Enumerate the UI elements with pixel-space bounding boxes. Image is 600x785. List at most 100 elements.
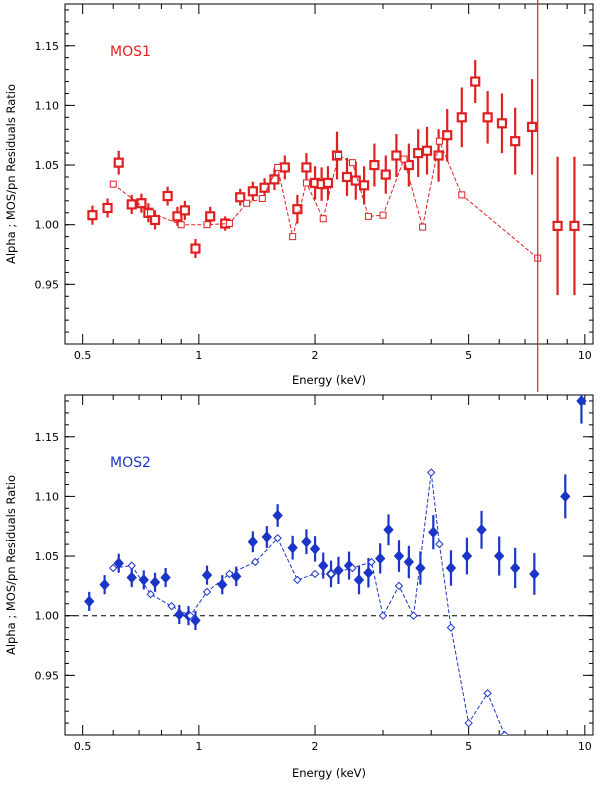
mos1-y-tick-label: 1.00 (35, 219, 60, 232)
mos2-alpha-point (310, 569, 320, 579)
mos1-data-point (190, 243, 201, 254)
mos2-x-tick-label: 10 (578, 740, 592, 753)
mos2-data-point (138, 574, 149, 586)
mos1-alpha-point (225, 220, 233, 228)
mos1-alpha-point (348, 159, 356, 167)
mos2-alpha-point (464, 718, 473, 728)
mos1-data-point (172, 211, 183, 222)
mos1-data-point (421, 145, 433, 156)
mos2-panel: MOS2 Energy (keV) Alpha ; MOS/pn Residua… (4, 394, 594, 780)
mos2-data-point (84, 595, 95, 608)
mos2-data-point (576, 395, 587, 407)
mos2-alpha-point (293, 575, 302, 585)
mos2-x-tick-label: 0.5 (74, 740, 92, 753)
mos1-x-tick-label: 10 (578, 349, 592, 362)
mos2-data-layer (84, 395, 587, 735)
mos2-data-point (363, 567, 374, 579)
mos1-data-point (433, 150, 444, 161)
mos2-alpha-point (483, 689, 492, 698)
mos1-data-point (526, 121, 538, 132)
mos2-data-point (247, 535, 259, 548)
mos2-data-point (383, 524, 394, 536)
mos1-data-layer (87, 60, 580, 296)
mos2-y-tick-label: 1.00 (35, 610, 60, 623)
mos1-alpha-point (379, 211, 387, 219)
mos2-y-tick-label: 0.95 (35, 669, 60, 682)
mos1-data-point (235, 192, 246, 203)
mos1-alpha-point (243, 199, 251, 207)
mos2-data-point (190, 614, 201, 627)
mos1-data-point (179, 205, 190, 216)
mos2-x-tick-label: 1 (195, 740, 202, 753)
mos2-data-point (160, 571, 171, 584)
mos1-data-point (292, 204, 303, 215)
mos2-y-tick-label: 1.10 (35, 490, 60, 503)
mos1-data-point (358, 180, 370, 191)
mos2-data-point (509, 562, 521, 574)
mos1-data-point (113, 157, 124, 168)
mos1-data-point (269, 174, 280, 185)
mos2-alpha-point (427, 468, 436, 477)
mos1-data-point (87, 210, 98, 221)
mos1-alpha-point (319, 215, 327, 223)
mos1-data-point (205, 211, 216, 222)
mos2-x-tick-label: 5 (465, 740, 472, 753)
mos1-data-point (391, 150, 402, 161)
mos2-data-point (494, 550, 505, 562)
mos2-alpha-point (500, 730, 509, 735)
mos1-y-tick-label: 1.10 (35, 99, 60, 112)
mos2-alpha-point (435, 539, 444, 549)
mos1-data-point (279, 162, 290, 173)
mos1-alpha-point (419, 223, 427, 231)
mos1-alpha-line (112, 139, 539, 259)
mos2-x-axis-label: Energy (keV) (292, 766, 366, 780)
mos2-y-tick-label: 1.15 (35, 431, 60, 444)
mos2-data-point (445, 562, 457, 574)
mos1-alpha-point (289, 233, 297, 241)
mos1-data-point (456, 112, 467, 123)
mos2-y-tick-label: 1.05 (35, 550, 60, 563)
mos2-data-point (201, 569, 213, 581)
mos1-alpha-point (334, 152, 342, 160)
mos1-data-point (482, 112, 493, 123)
mos2-alpha-point (225, 569, 234, 579)
mos2-data-point (113, 557, 124, 569)
mos1-data-point (403, 159, 414, 171)
mos2-alpha-point (251, 557, 260, 567)
mos1-alpha-point (147, 209, 155, 217)
mos2-data-point (375, 552, 386, 565)
mos1-alpha-point (274, 163, 282, 171)
mos1-y-tick-label: 1.15 (35, 40, 60, 53)
mos2-alpha-point (409, 611, 418, 620)
mos1-data-point (149, 214, 161, 226)
mos1-data-point (380, 169, 391, 180)
mos1-title: MOS1 (110, 44, 151, 60)
mos1-panel: MOS1 Energy (keV) Alpha ; MOS/pn Residua… (4, 0, 594, 392)
mos1-x-tick-label: 5 (465, 349, 472, 362)
mos1-data-point (259, 182, 270, 193)
mos2-alpha-point (348, 563, 357, 573)
mos1-data-point (341, 171, 353, 183)
mos2-data-point (231, 570, 242, 583)
mos2-alpha-point (202, 587, 212, 597)
mos1-y-axis-label: Alpha ; MOS/pn Residuals Ratio (4, 84, 18, 264)
mos2-data-point (560, 490, 571, 503)
mos1-x-tick-label: 2 (312, 349, 319, 362)
mos2-plot-frame (64, 394, 594, 736)
mos1-plot-frame (64, 3, 594, 345)
mos1-x-axis-label: Energy (keV) (292, 373, 366, 387)
mos2-data-point (309, 543, 321, 555)
mos1-data-point (413, 148, 424, 159)
mos2-alpha-point (326, 569, 336, 579)
mos2-data-point (318, 559, 329, 572)
mos2-x-tick-label: 2 (312, 740, 319, 753)
mos1-alpha-point (258, 194, 266, 202)
mos2-alpha-point (127, 561, 136, 570)
mos1-data-point (496, 118, 508, 129)
mos2-y-axis-label: Alpha ; MOS/pn Residuals Ratio (4, 475, 18, 655)
mos2-data-point (415, 562, 426, 574)
mos2-data-point (403, 556, 415, 568)
mos2-data-point (428, 526, 439, 538)
mos1-alpha-point (302, 179, 310, 187)
mos2-title: MOS2 (110, 455, 151, 471)
